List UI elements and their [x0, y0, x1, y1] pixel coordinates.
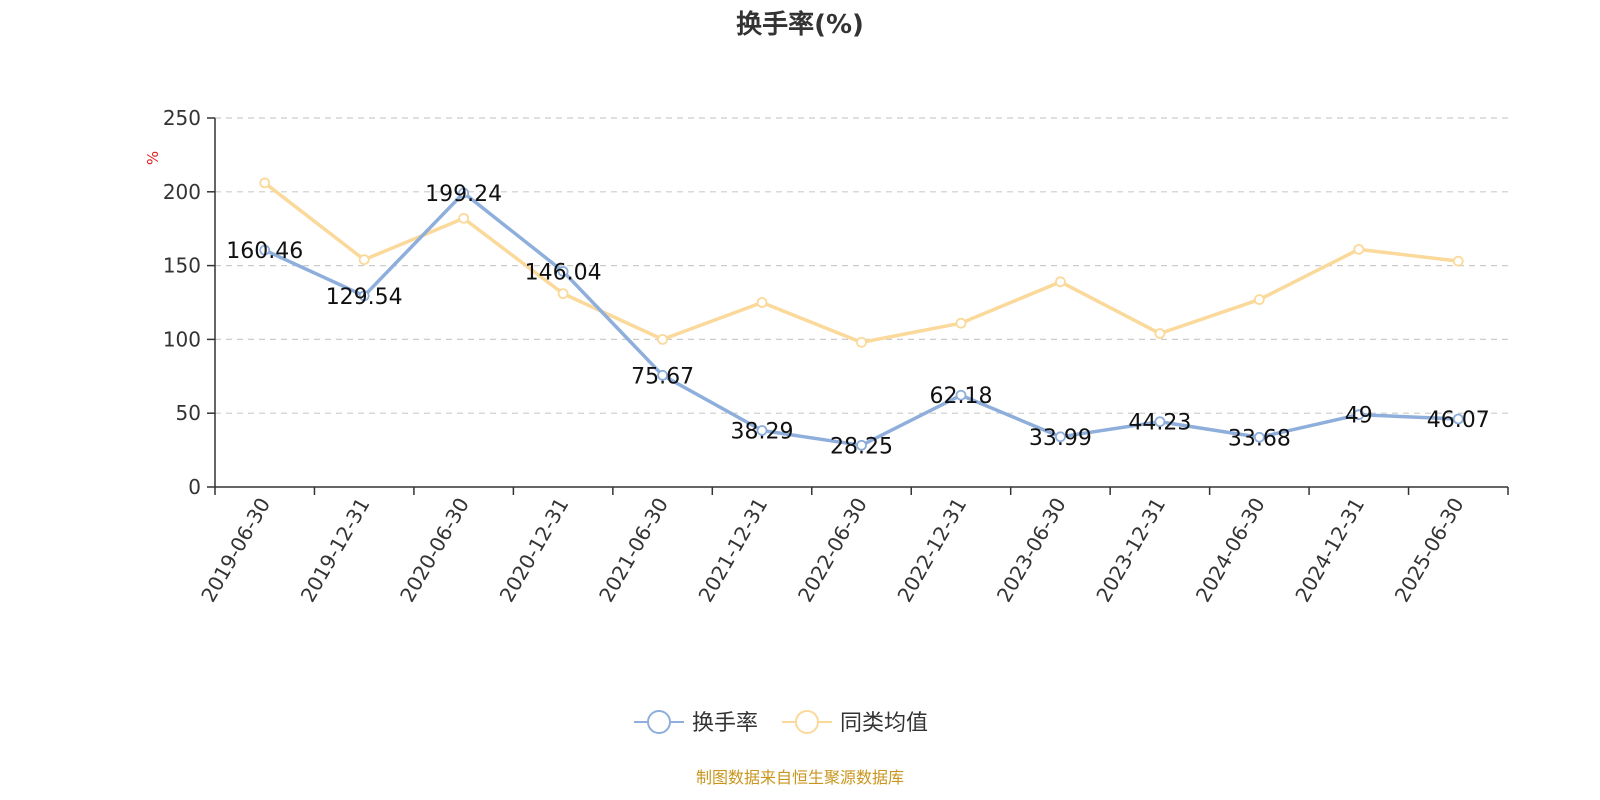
data-point — [1353, 409, 1365, 421]
data-label: 28.25 — [830, 434, 893, 459]
x-tick-label: 2022-12-31 — [892, 494, 971, 607]
data-point — [657, 333, 668, 345]
data-label: 49 — [1345, 404, 1373, 429]
data-point — [1253, 294, 1265, 305]
x-tick-label: 2020-12-31 — [495, 494, 574, 607]
legend-marker — [795, 710, 819, 734]
data-label: 44.23 — [1128, 411, 1191, 436]
line-chart: 0 50 100 150 200 250% 2019-06-30 2019-12-31 2020… — [144, 106, 1509, 736]
data-point — [557, 288, 569, 300]
data-point — [756, 425, 768, 436]
chart-title: 换手率(%) — [736, 10, 864, 40]
data-point — [1353, 243, 1365, 255]
data-label: 33.68 — [1228, 426, 1291, 451]
data-point — [955, 317, 967, 329]
x-tick-label: 2024-12-31 — [1290, 494, 1369, 607]
y-tick-label: 0 — [188, 475, 201, 499]
data-point — [259, 244, 271, 256]
data-label: 146.04 — [525, 260, 602, 285]
x-tick-label: 2019-12-31 — [296, 494, 375, 607]
data-point — [1055, 431, 1066, 443]
data-point — [458, 187, 470, 199]
data-point — [358, 254, 370, 266]
data-label: 160.46 — [226, 239, 303, 264]
x-tick-label: 2023-06-30 — [992, 494, 1071, 607]
legend-marker — [647, 710, 671, 734]
data-point — [557, 266, 569, 277]
legend-label: 换手率 — [692, 711, 758, 736]
y-tick-label: 100 — [163, 327, 201, 351]
x-tick-label: 2020-06-30 — [395, 494, 474, 607]
x-tick-label: 2021-12-31 — [693, 494, 772, 607]
data-point — [756, 297, 768, 308]
data-point — [259, 177, 271, 189]
x-tick-label: 2025-06-30 — [1390, 494, 1469, 607]
legend-label: 同类均值 — [840, 711, 928, 736]
data-label: 62.18 — [929, 384, 992, 409]
data-point — [1253, 431, 1265, 443]
data-point — [856, 439, 867, 451]
y-tick-label: 250 — [163, 106, 201, 130]
data-label: 129.54 — [326, 285, 403, 310]
data-point — [358, 290, 370, 302]
data-point — [1452, 255, 1464, 267]
data-point — [955, 389, 967, 401]
data-label: 33.99 — [1029, 426, 1092, 451]
y-tick-label: 50 — [176, 401, 201, 425]
y-tick-label: 200 — [163, 180, 201, 204]
y-axis-label: % — [144, 151, 162, 165]
data-point — [856, 336, 867, 348]
x-tick-label: 2024-06-30 — [1191, 494, 1270, 607]
data-point — [458, 212, 470, 224]
data-point — [1055, 276, 1066, 288]
y-tick-label: 150 — [163, 254, 201, 278]
x-tick-label: 2023-12-31 — [1091, 494, 1170, 607]
source-footer: 制图数据来自恒生聚源数据库 — [695, 768, 904, 787]
series-line-1 — [262, 191, 1461, 448]
data-point — [1154, 416, 1166, 428]
data-point — [1154, 328, 1166, 339]
data-label: 199.24 — [425, 182, 502, 207]
x-tick-label: 2022-06-30 — [793, 494, 872, 607]
data-point — [1452, 413, 1464, 425]
data-label: 38.29 — [731, 419, 794, 444]
x-tick-label: 2019-06-30 — [196, 494, 275, 607]
data-label: 75.67 — [631, 364, 694, 389]
data-point — [657, 369, 668, 381]
x-tick-label: 2021-06-30 — [594, 494, 673, 607]
data-label: 46.07 — [1427, 408, 1490, 433]
